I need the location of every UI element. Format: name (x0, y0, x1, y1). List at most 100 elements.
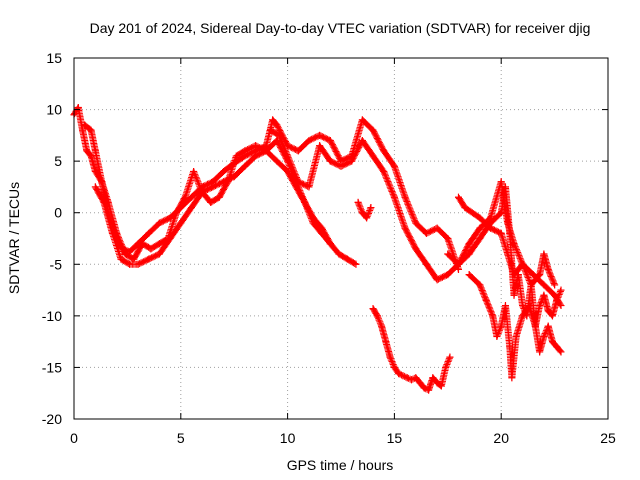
x-tick-label: 25 (600, 430, 616, 446)
data-point (476, 214, 484, 222)
data-point (390, 162, 398, 170)
data-point (412, 219, 420, 227)
y-tick-label: 10 (46, 102, 62, 118)
data-point (444, 250, 452, 258)
data-point (540, 281, 548, 289)
data-point (497, 178, 505, 186)
data-point (519, 312, 527, 320)
data-point (187, 193, 195, 201)
data-point (506, 343, 514, 351)
data-point (269, 116, 277, 124)
data-point (354, 198, 362, 206)
data-point (553, 296, 561, 304)
data-point (482, 296, 490, 304)
data-point (544, 307, 552, 315)
data-point (497, 209, 505, 217)
data-point (352, 260, 360, 268)
data-point (425, 386, 433, 394)
data-point (422, 260, 430, 268)
x-tick-label: 0 (70, 430, 78, 446)
grid-layer (74, 58, 608, 419)
data-point (267, 126, 275, 134)
data-point (79, 126, 87, 134)
data-point (382, 338, 390, 346)
data-point (544, 322, 552, 330)
data-point (145, 255, 153, 263)
data-point (363, 214, 371, 222)
data-point (501, 302, 509, 310)
data-point (326, 137, 334, 145)
data-point (241, 147, 249, 155)
data-point (326, 240, 334, 248)
data-point (553, 343, 561, 351)
data-point (343, 255, 351, 263)
series-track-9 (354, 198, 375, 222)
data-point (493, 332, 501, 340)
data-point (232, 152, 240, 160)
x-tick-label: 15 (387, 430, 403, 446)
data-point (166, 235, 174, 242)
data-point (252, 152, 260, 160)
data-point (309, 214, 317, 222)
data-point (465, 250, 473, 258)
data-point (557, 348, 565, 356)
data-point (497, 322, 505, 330)
data-point (207, 198, 215, 206)
data-point (155, 250, 163, 258)
data-point (429, 374, 437, 382)
data-point (386, 353, 394, 361)
data-point (358, 137, 366, 145)
data-point (215, 193, 223, 201)
data-point (348, 157, 356, 165)
data-point (454, 193, 462, 201)
data-point (301, 198, 309, 206)
data-point (126, 260, 134, 268)
data-point (476, 224, 484, 232)
data-point (454, 260, 462, 268)
data-point (98, 178, 106, 186)
data-point (446, 353, 454, 361)
data-point (378, 322, 386, 330)
data-point (373, 312, 381, 320)
data-point (433, 224, 441, 232)
data-point (525, 302, 533, 310)
data-point (529, 271, 537, 279)
data-point (275, 131, 283, 139)
data-point (433, 379, 441, 387)
data-point (187, 204, 195, 212)
data-point (284, 167, 292, 175)
data-point (252, 142, 260, 150)
data-point (262, 147, 270, 155)
data-point (181, 193, 189, 201)
data-point (91, 183, 99, 191)
data-point (83, 147, 91, 155)
data-point (416, 379, 424, 387)
data-point (337, 162, 345, 170)
data-point (190, 167, 198, 175)
data-point (91, 147, 99, 155)
data-point (147, 245, 155, 253)
data-point (138, 240, 146, 248)
data-point (241, 162, 249, 170)
y-tick-label: 0 (54, 205, 62, 221)
data-point (318, 224, 326, 232)
data-point (403, 374, 411, 382)
data-point (476, 235, 484, 242)
data-point (294, 178, 302, 186)
data-point (326, 157, 334, 165)
plot-frame (73, 57, 609, 420)
data-point (510, 291, 518, 299)
data-point (527, 281, 535, 289)
data-point (369, 305, 377, 313)
data-point (536, 302, 544, 310)
data-point (401, 193, 409, 201)
data-point (121, 250, 129, 258)
data-point (399, 372, 407, 380)
chart-title: Day 201 of 2024, Sidereal Day-to-day VTE… (90, 20, 591, 36)
x-axis-label: GPS time / hours (287, 457, 394, 473)
y-tick-label: -20 (42, 411, 62, 427)
data-point (305, 183, 313, 191)
data-point (358, 116, 366, 124)
data-point (536, 348, 544, 356)
